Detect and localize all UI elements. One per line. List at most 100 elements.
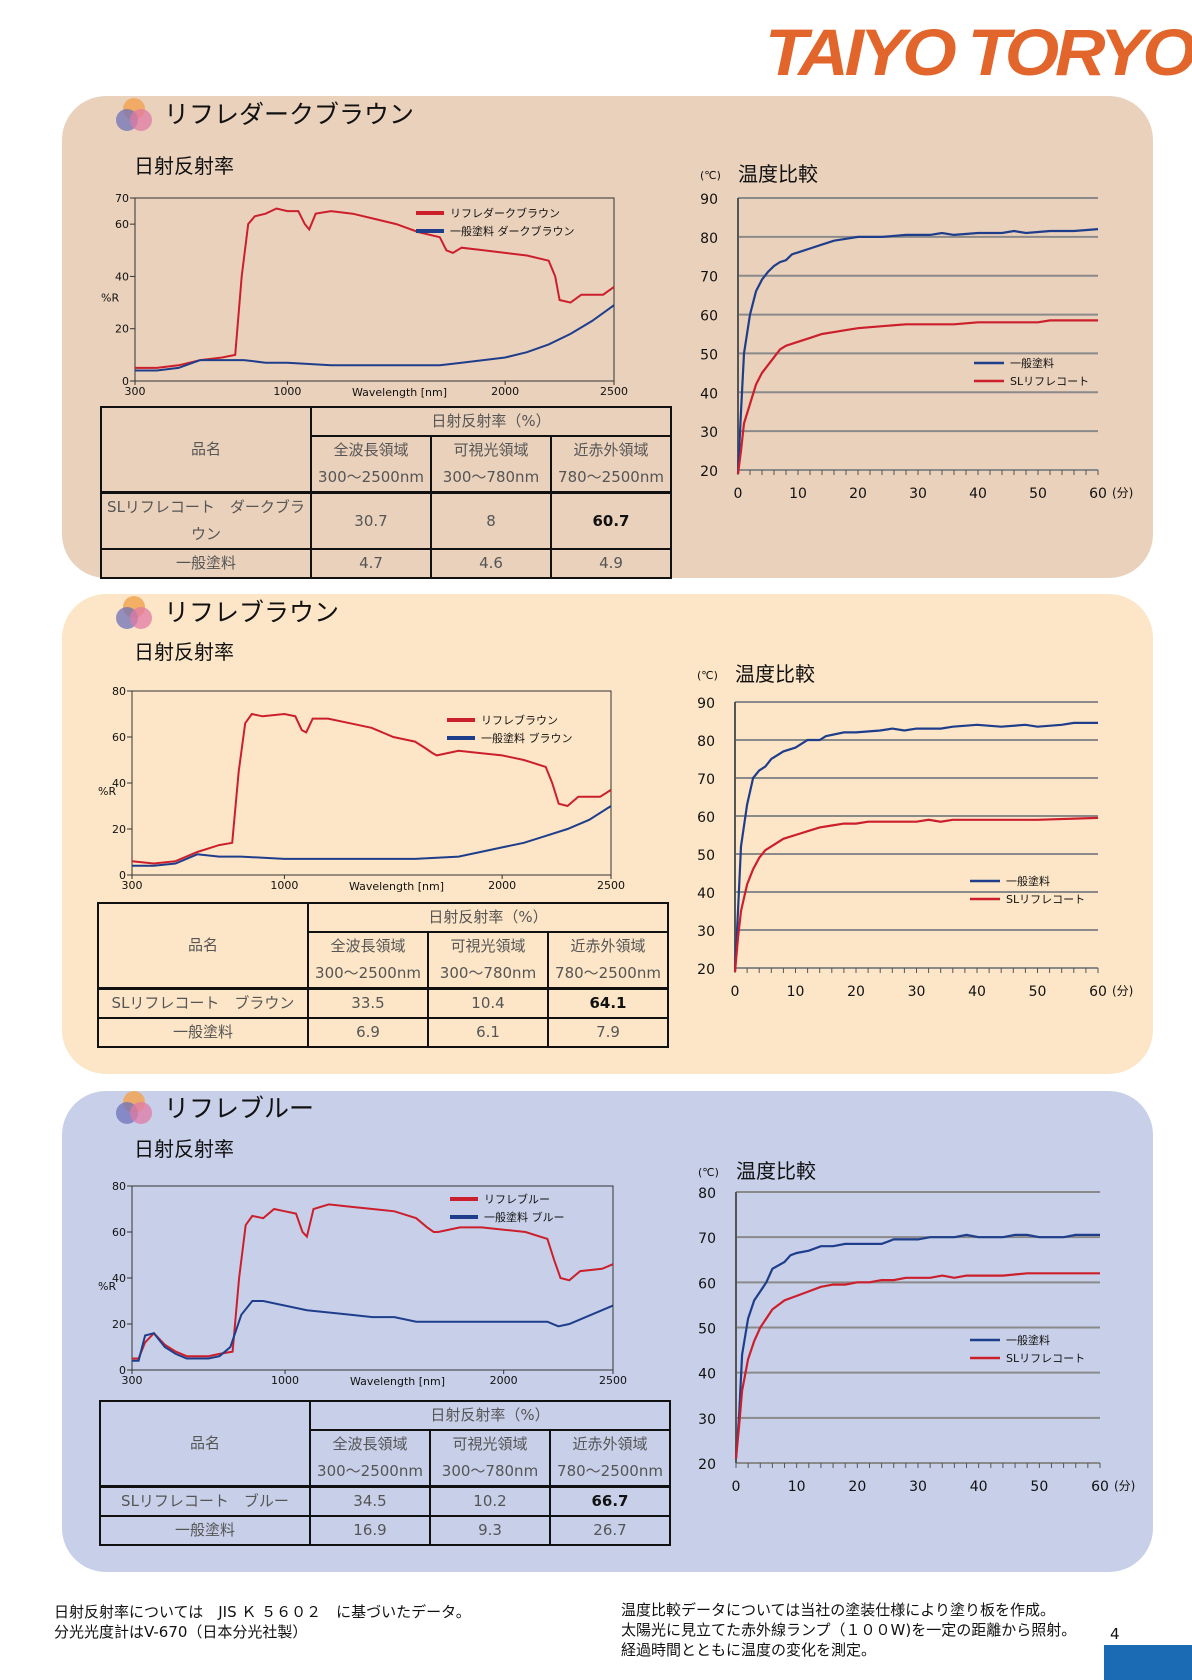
legend-label: 一般塗料 [1006, 1333, 1050, 1347]
temperature-series-line [734, 1272, 1100, 1459]
value-cell: 10.2 [429, 1485, 551, 1517]
y-tick-label: 90 [700, 192, 718, 208]
value-cell: 16.9 [309, 1515, 431, 1546]
y-tick-label: 60 [112, 1226, 126, 1239]
y-axis-label: %R [98, 1280, 116, 1293]
x-tick-label: 20 [847, 984, 865, 1000]
x-tick-label: 300 [125, 385, 146, 398]
y-tick-label: 70 [115, 192, 129, 205]
y-tick-label: 90 [697, 696, 715, 712]
x-tick-label: 1000 [271, 1374, 299, 1387]
page-corner-tab [1104, 1645, 1192, 1680]
y-tick-label: 0 [122, 375, 129, 388]
table-row: 一般塗料 4.7 4.6 4.9 [100, 548, 672, 579]
footer-left-line: 分光光度計はV-670（日本分光社製） [54, 1623, 308, 1641]
column-header-cell: 可視光領域 [429, 1429, 551, 1458]
legend-label: SLリフレコート [1010, 375, 1089, 388]
y-tick-label: 50 [700, 347, 718, 363]
y-axis-label: %R [98, 785, 116, 798]
row-name-cell: 一般塗料 [97, 1017, 309, 1048]
circle-bullet-icon [116, 98, 152, 131]
x-tick-label: 60 [1091, 1479, 1109, 1495]
value-cell: 60.7 [550, 491, 672, 550]
x-tick-label: 0 [734, 486, 743, 502]
row-name-cell: SLリフレコート ブルー [99, 1485, 311, 1517]
y-tick-label: 40 [697, 886, 715, 902]
y-tick-label: 50 [697, 848, 715, 864]
column-header-cell: 可視光領域 [430, 435, 552, 464]
legend-label: 一般塗料 [1006, 874, 1050, 888]
y-tick-label: 80 [700, 231, 718, 247]
y-tick-label: 0 [119, 1364, 126, 1377]
value-cell: 6.9 [307, 1017, 429, 1048]
y-tick-label: 40 [698, 1367, 716, 1383]
column-header-cell: 全波長領域 [309, 1429, 431, 1458]
x-tick-label: 0 [731, 984, 740, 1000]
footer-right-line: 経過時間とともに温度の変化を測定。 [621, 1641, 877, 1659]
x-tick-label: 2500 [599, 1374, 627, 1387]
circle-bullet-icon [116, 1091, 152, 1124]
column-range-cell: 300〜780nm [430, 464, 552, 494]
legend-label: 一般塗料 [1010, 356, 1054, 370]
reflectance-table: 品名 日射反射率（%） 全波長領域 可視光領域 近赤外領域 300〜2500nm 300〜7… [99, 1400, 671, 1546]
reflectance-plot-frame [134, 197, 615, 382]
panel-title: リフレダークブラウン [164, 100, 415, 129]
group-header-cell: 日射反射率（%） [310, 406, 672, 437]
row-name-cell: 一般塗料 [100, 548, 312, 579]
y-tick-label: 60 [700, 309, 718, 325]
name-header-cell: 品名 [97, 902, 309, 990]
y-tick-label: 40 [112, 777, 126, 790]
legend-label: SLリフレコート [1006, 1352, 1085, 1365]
panel-title: リフレブラウン [164, 598, 340, 627]
x-tick-label: 2500 [597, 879, 625, 892]
value-cell: 4.7 [310, 548, 432, 579]
temperature-unit: (℃) [698, 1166, 719, 1179]
reflectance-series-line [132, 1300, 614, 1362]
value-cell: 4.6 [430, 548, 552, 579]
temperature-title: 温度比較 [735, 662, 815, 686]
column-header-cell: 近赤外領域 [547, 931, 669, 960]
x-axis-label: Wavelength [nm] [352, 386, 447, 399]
reflectance-title: 日射反射率 [134, 154, 234, 178]
footer-left-line: 日射反射率については JIS Ｋ ５６０２ に基づいたデータ。 [54, 1603, 471, 1621]
y-tick-label: 40 [112, 1272, 126, 1285]
column-header-cell: 近赤外領域 [549, 1429, 671, 1458]
column-header-cell: 全波長領域 [310, 435, 432, 464]
x-tick-label: 50 [1029, 984, 1047, 1000]
value-cell: 34.5 [309, 1485, 431, 1517]
y-tick-label: 80 [112, 1180, 126, 1193]
row-name-cell: SLリフレコート ダークブラウン [100, 491, 312, 550]
page-number: 4 [1110, 1625, 1120, 1643]
name-header-cell: 品名 [99, 1400, 311, 1488]
x-tick-label: 2000 [488, 879, 516, 892]
y-tick-label: 20 [115, 323, 129, 336]
legend-label: 一般塗料 ダークブラウン [450, 224, 575, 238]
y-tick-label: 20 [112, 823, 126, 836]
y-tick-label: 40 [115, 270, 129, 283]
row-name-cell: 一般塗料 [99, 1515, 311, 1546]
y-tick-label: 50 [698, 1322, 716, 1338]
reflectance-title: 日射反射率 [134, 1137, 234, 1161]
x-axis-label: Wavelength [nm] [349, 880, 444, 893]
column-range-cell: 780〜2500nm [549, 1458, 671, 1488]
y-tick-label: 60 [112, 731, 126, 744]
x-axis-unit: (分) [1112, 984, 1133, 998]
value-cell: 8 [430, 491, 552, 550]
temperature-series-line [734, 1233, 1100, 1459]
x-tick-label: 1000 [273, 385, 301, 398]
reflectance-table: 品名 日射反射率（%） 全波長領域 可視光領域 近赤外領域 300〜2500nm 300〜7… [97, 902, 669, 1048]
reflectance-series-line [135, 304, 615, 372]
x-tick-label: 30 [908, 984, 926, 1000]
reflectance-series-line [135, 207, 615, 369]
value-cell: 9.3 [429, 1515, 551, 1546]
y-tick-label: 80 [697, 734, 715, 750]
x-tick-label: 40 [970, 1479, 988, 1495]
reflectance-series-line [131, 712, 612, 865]
name-header-cell: 品名 [100, 406, 312, 494]
x-tick-label: 10 [789, 486, 807, 502]
legend-label: リフレブラウン [481, 713, 558, 727]
x-tick-label: 2000 [490, 1374, 518, 1387]
y-tick-label: 20 [700, 464, 718, 480]
